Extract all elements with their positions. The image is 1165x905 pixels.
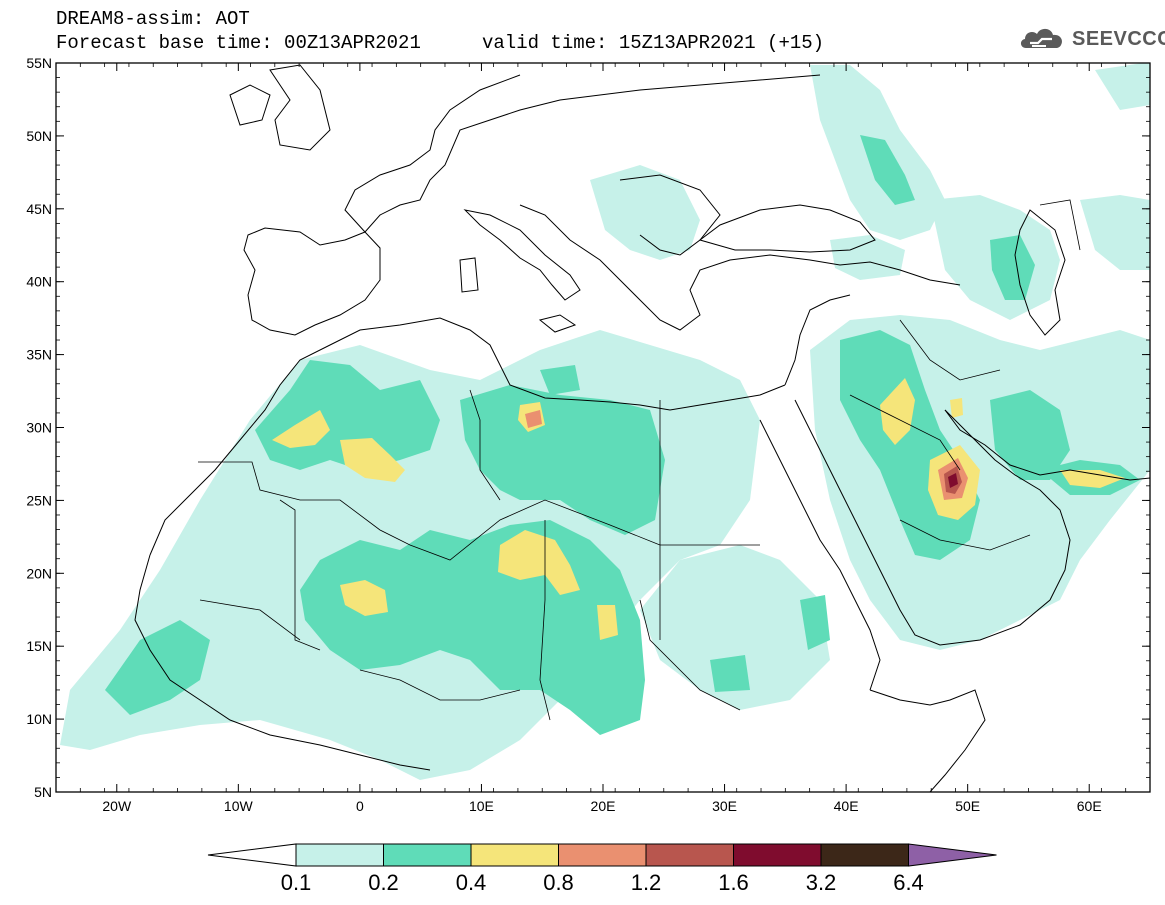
lat-label: 40N bbox=[26, 274, 52, 290]
lat-label: 5N bbox=[34, 784, 52, 800]
lat-label: 25N bbox=[26, 492, 52, 508]
lon-label: 50E bbox=[955, 798, 980, 814]
lon-label: 0 bbox=[356, 798, 364, 814]
lon-label: 20W bbox=[102, 798, 132, 814]
lon-label: 10E bbox=[469, 798, 494, 814]
lat-label: 10N bbox=[26, 711, 52, 727]
lon-label: 30E bbox=[712, 798, 737, 814]
base-time-label: Forecast base time: 00Z13APR2021 valid ti… bbox=[56, 32, 824, 54]
valid-time-label: valid time: 15Z13APR2021 (+15) bbox=[482, 32, 825, 54]
legend-label: 0.2 bbox=[368, 870, 399, 895]
lat-label: 15N bbox=[26, 638, 52, 654]
legend-swatch bbox=[470, 843, 559, 867]
lon-label: 20E bbox=[591, 798, 616, 814]
latitude-axis: 55N 50N 45N 40N 35N 30N 25N 20N 15N 10N 5N bbox=[26, 55, 1150, 800]
legend-swatch bbox=[820, 843, 909, 867]
legend-arrow-low bbox=[207, 843, 297, 867]
aot-band-1.6 bbox=[948, 473, 958, 488]
legend-label: 6.4 bbox=[893, 870, 924, 895]
country-borders bbox=[198, 199, 1081, 721]
cloud-icon bbox=[1020, 28, 1063, 48]
seevccc-logo: SEEVCCC bbox=[1018, 22, 1165, 56]
aot-field bbox=[60, 63, 1150, 780]
lat-label: 50N bbox=[26, 128, 52, 144]
legend-swatch bbox=[383, 843, 472, 867]
base-time-text: Forecast base time: 00Z13APR2021 bbox=[56, 32, 421, 54]
lon-label: 10W bbox=[224, 798, 254, 814]
aot-band-0.4 bbox=[272, 378, 1125, 640]
logo-text: SEEVCCC bbox=[1072, 28, 1165, 50]
legend-label: 1.6 bbox=[718, 870, 749, 895]
coastlines bbox=[134, 64, 1150, 792]
legend-swatch bbox=[558, 843, 647, 867]
legend-label: 0.4 bbox=[456, 870, 487, 895]
legend-arrow-high bbox=[908, 843, 997, 867]
map-title: DREAM8-assim: AOT bbox=[56, 8, 250, 30]
color-legend: 0.1 0.2 0.4 0.8 1.2 1.6 3.2 6.4 bbox=[207, 843, 997, 895]
legend-label: 3.2 bbox=[806, 870, 837, 895]
lat-label: 20N bbox=[26, 565, 52, 581]
legend-label: 1.2 bbox=[631, 870, 662, 895]
legend-swatch bbox=[733, 843, 822, 867]
lat-label: 45N bbox=[26, 201, 52, 217]
lat-label: 35N bbox=[26, 347, 52, 363]
legend-label: 0.1 bbox=[281, 870, 312, 895]
longitude-axis: 20W 10W 0 10E 20E 30E 40E 50E 60E bbox=[55, 63, 1151, 814]
lat-label: 55N bbox=[26, 55, 52, 71]
legend-swatch bbox=[645, 843, 734, 867]
legend-swatch bbox=[295, 843, 384, 867]
lon-label: 60E bbox=[1077, 798, 1102, 814]
legend-label: 0.8 bbox=[543, 870, 574, 895]
lon-label: 40E bbox=[834, 798, 859, 814]
lat-label: 30N bbox=[26, 420, 52, 436]
